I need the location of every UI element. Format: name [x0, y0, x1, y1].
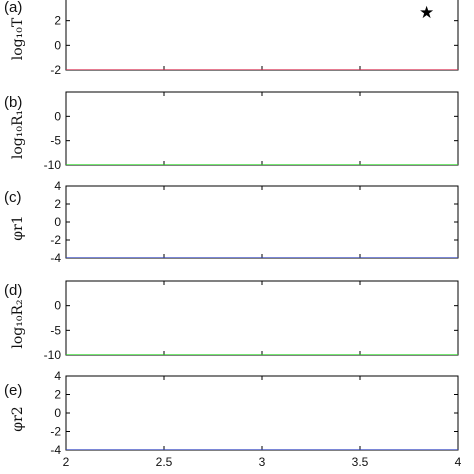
- panel-e: -4 -2 0 2 4 2 2.5 3 3.5 4 (e) φr2: [4, 369, 462, 469]
- y-tick-label: -2: [50, 233, 61, 247]
- panel-label: (c): [4, 189, 22, 206]
- y-tick-label: -4: [50, 443, 61, 457]
- y-tick-label: 4: [54, 0, 61, 3]
- y-tick-label: -10: [44, 158, 62, 172]
- panel-label: (b): [4, 94, 22, 111]
- panel-a: -2 0 2 4 (a)log₁₀T ★: [4, 0, 459, 77]
- x-tick-label: 3.5: [352, 455, 369, 469]
- y-axis-label: φr2: [10, 406, 26, 431]
- panel-c: -4 -2 0 2 4 (c) φr1: [4, 179, 459, 265]
- y-tick-label: -10: [44, 348, 62, 362]
- panel-label: (a): [4, 0, 22, 16]
- y-tick-label: 2: [54, 388, 61, 402]
- star-marker: ★: [419, 3, 434, 23]
- panel-frame: [65, 0, 459, 71]
- y-axis-label: log₁₀R₂: [10, 299, 26, 348]
- panel-frame: [65, 91, 459, 166]
- panel-d: -10 -5 0 (d)log₁₀R₂: [4, 280, 459, 362]
- y-tick-label: -5: [50, 134, 61, 148]
- x-tick-label: 3: [259, 455, 266, 469]
- y-tick-label: 2: [54, 197, 61, 211]
- y-tick-label: 0: [54, 109, 61, 123]
- x-tick-label: 4: [455, 455, 462, 469]
- y-tick-label: 0: [54, 215, 61, 229]
- y-axis-label: log₁₀R₁: [10, 110, 26, 159]
- panel-label: (d): [4, 282, 22, 299]
- y-tick-label: 0: [54, 406, 61, 420]
- y-tick-label: 2: [54, 14, 61, 28]
- y-tick-label: 0: [54, 299, 61, 313]
- panel-b: -10 -5 0 (b)log₁₀R₁: [4, 91, 459, 172]
- y-axis-label: log₁₀T: [10, 17, 26, 60]
- x-tick-label: 2: [63, 455, 70, 469]
- y-tick-label: -2: [50, 63, 61, 77]
- panel-frame: [65, 375, 459, 451]
- panel-label: (e): [4, 382, 22, 399]
- panel-frame: [65, 185, 459, 259]
- y-tick-label: -2: [50, 425, 61, 439]
- y-tick-label: 4: [54, 369, 61, 383]
- x-tick-label: 2.5: [156, 455, 173, 469]
- y-tick-label: -5: [50, 323, 61, 337]
- y-tick-label: -4: [50, 251, 61, 265]
- y-axis-label: φr1: [10, 215, 26, 240]
- y-tick-label: 0: [54, 38, 61, 52]
- y-tick-label: 4: [54, 179, 61, 193]
- panel-frame: [65, 280, 459, 356]
